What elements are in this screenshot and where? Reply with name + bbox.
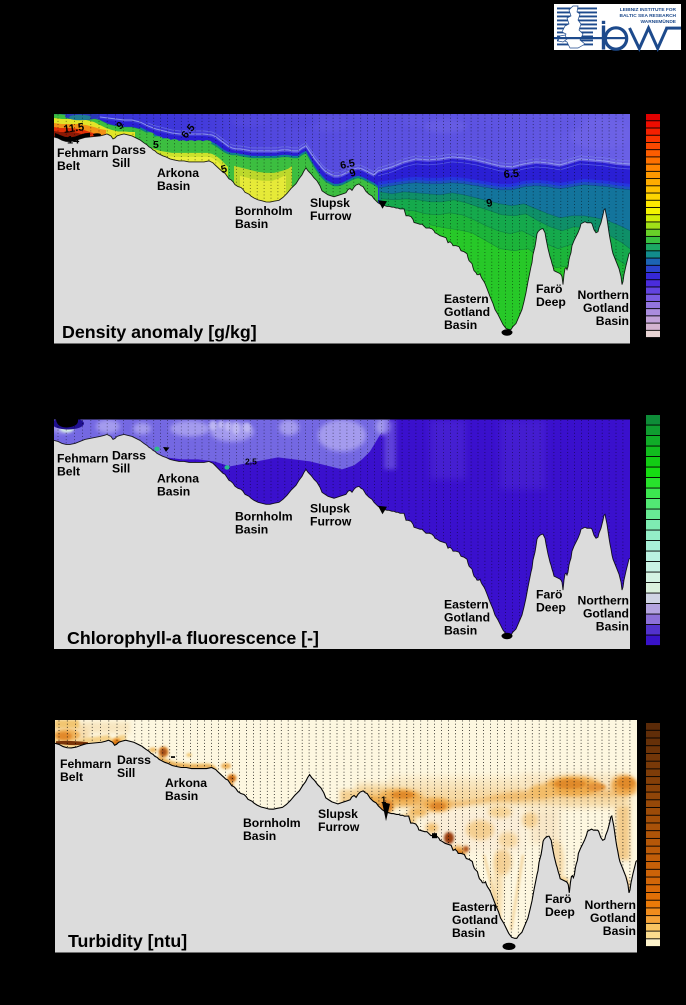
svg-text:Basin: Basin: [157, 179, 190, 193]
svg-text:2.5: 2.5: [245, 457, 257, 467]
svg-text:Eastern: Eastern: [444, 292, 489, 306]
svg-text:Slupsk: Slupsk: [310, 502, 350, 516]
svg-text:Slupsk: Slupsk: [310, 196, 350, 210]
svg-text:Farö: Farö: [545, 892, 571, 906]
svg-text:Basin: Basin: [596, 620, 629, 634]
svg-text:Sill: Sill: [117, 766, 135, 780]
svg-text:Basin: Basin: [157, 485, 190, 499]
svg-text:11.5: 11.5: [63, 121, 85, 136]
svg-text:Deep: Deep: [536, 295, 566, 309]
svg-text:Bornholm: Bornholm: [235, 204, 293, 218]
svg-text:Gotland: Gotland: [444, 305, 490, 319]
svg-text:Northern: Northern: [578, 594, 629, 608]
svg-text:Fehmarn: Fehmarn: [57, 146, 108, 160]
svg-text:Eastern: Eastern: [444, 598, 489, 612]
svg-text:Basin: Basin: [603, 924, 636, 938]
svg-text:Bornholm: Bornholm: [243, 816, 301, 830]
svg-text:Belt: Belt: [57, 159, 80, 173]
svg-text:Chlorophyll-a fluorescence [-]: Chlorophyll-a fluorescence [-]: [67, 628, 319, 648]
svg-text:9: 9: [485, 197, 493, 210]
svg-text:Basin: Basin: [596, 314, 629, 328]
svg-text:Fehmarn: Fehmarn: [60, 757, 111, 771]
svg-text:BALTIC SEA RESEARCH: BALTIC SEA RESEARCH: [620, 13, 677, 19]
svg-text:WARNEMÜNDE: WARNEMÜNDE: [641, 18, 677, 25]
svg-text:LEIBNIZ INSTITUTE FOR: LEIBNIZ INSTITUTE FOR: [620, 7, 677, 13]
svg-text:Furrow: Furrow: [318, 820, 360, 834]
svg-text:Sill: Sill: [112, 156, 130, 170]
svg-text:Gotland: Gotland: [583, 607, 629, 621]
svg-text:Gotland: Gotland: [452, 913, 498, 927]
svg-text:Basin: Basin: [243, 829, 276, 843]
svg-text:Density anomaly [g/kg]: Density anomaly [g/kg]: [62, 322, 257, 342]
svg-text:Slupsk: Slupsk: [318, 807, 358, 821]
svg-text:6.5: 6.5: [503, 168, 519, 181]
svg-text:Basin: Basin: [235, 523, 268, 537]
svg-text:Gotland: Gotland: [590, 911, 636, 925]
svg-text:Basin: Basin: [452, 926, 485, 940]
svg-text:Northern: Northern: [585, 898, 636, 912]
svg-text:Basin: Basin: [444, 624, 477, 638]
svg-text:Furrow: Furrow: [310, 209, 352, 223]
svg-text:Furrow: Furrow: [310, 515, 352, 529]
svg-text:5: 5: [220, 163, 229, 176]
svg-text:Basin: Basin: [165, 789, 198, 803]
svg-text:Darss: Darss: [112, 143, 146, 157]
svg-text:6.5: 6.5: [339, 157, 356, 172]
svg-text:Arkona: Arkona: [157, 472, 199, 486]
svg-text:9: 9: [348, 166, 358, 179]
svg-text:Belt: Belt: [57, 465, 80, 479]
svg-text:1: 1: [381, 795, 387, 806]
svg-text:Belt: Belt: [60, 770, 83, 784]
svg-text:Fehmarn: Fehmarn: [57, 452, 108, 466]
svg-text:Arkona: Arkona: [157, 166, 199, 180]
svg-text:Deep: Deep: [536, 601, 566, 615]
svg-text:Gotland: Gotland: [444, 611, 490, 625]
svg-text:Turbidity [ntu]: Turbidity [ntu]: [68, 931, 187, 951]
svg-text:Arkona: Arkona: [165, 776, 207, 790]
svg-text:Bornholm: Bornholm: [235, 510, 293, 524]
svg-text:Deep: Deep: [545, 905, 575, 919]
svg-text:Sill: Sill: [112, 462, 130, 476]
svg-text:Gotland: Gotland: [583, 301, 629, 315]
svg-text:Basin: Basin: [235, 217, 268, 231]
svg-text:5: 5: [153, 139, 159, 151]
svg-text:Northern: Northern: [578, 288, 629, 302]
svg-text:Farö: Farö: [536, 282, 562, 296]
svg-text:Farö: Farö: [536, 588, 562, 602]
svg-text:Basin: Basin: [444, 318, 477, 332]
svg-text:Eastern: Eastern: [452, 900, 497, 914]
svg-text:14: 14: [67, 135, 80, 147]
svg-text:Darss: Darss: [112, 449, 146, 463]
svg-text:Darss: Darss: [117, 753, 151, 767]
